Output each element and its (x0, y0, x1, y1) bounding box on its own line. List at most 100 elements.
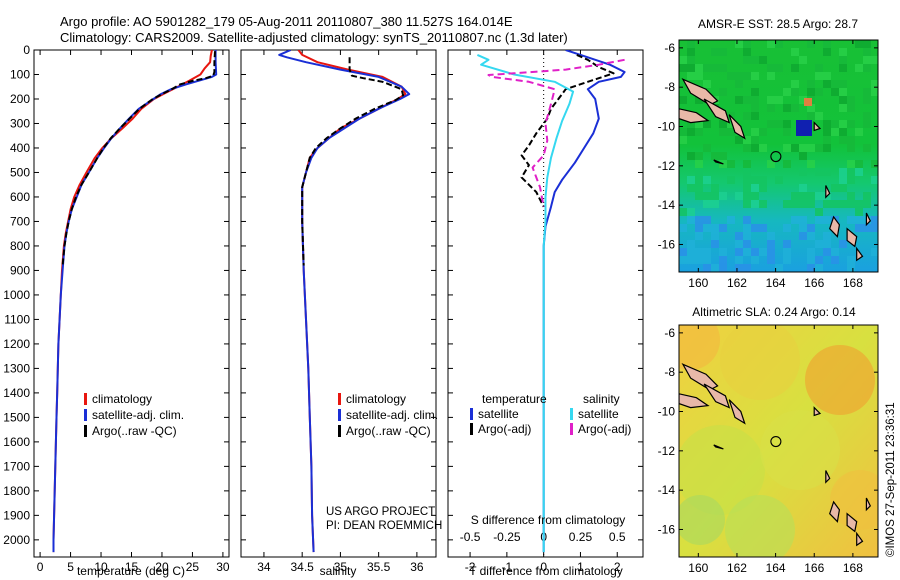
sst-cell (687, 40, 695, 48)
legend-swatch (470, 423, 473, 435)
sla-map-title: Altimetric SLA: 0.24 Argo: 0.14 (692, 305, 856, 319)
sst-cell (703, 80, 711, 88)
depth-tick-label: 0 (23, 43, 30, 57)
depth-tick-label: 1000 (3, 288, 30, 302)
x-tick-label: 15 (125, 560, 139, 574)
island-shape (713, 159, 724, 165)
lat-tick-label: -6 (664, 41, 675, 55)
sst-cell (727, 176, 735, 184)
sst-cell (703, 264, 711, 272)
sst-islands (679, 78, 872, 262)
sst-cell (831, 128, 839, 136)
sst-cell (855, 40, 863, 48)
sst-cell (703, 64, 711, 72)
sst-cell (735, 136, 743, 144)
sst-cell (687, 248, 695, 256)
depth-tick-label: 1200 (3, 337, 30, 351)
legend-swatch (570, 408, 573, 420)
sst-cell (767, 248, 775, 256)
sst-cell (807, 200, 815, 208)
sst-cell (743, 240, 751, 248)
sst-cell (727, 160, 735, 168)
sst-lon-ticks: 160 162 164 166 168 (688, 40, 863, 290)
sst-cell (839, 104, 847, 112)
sst-cell (791, 48, 799, 56)
sst-cell (695, 152, 703, 160)
sst-cell (735, 264, 743, 272)
temperature-series-group (52, 50, 218, 553)
sst-cell (783, 128, 791, 136)
sst-cell (823, 216, 831, 224)
lat-tick-label: -10 (658, 120, 676, 134)
title-line-2: Climatology: CARS2009. Satellite-adjuste… (60, 30, 568, 45)
sst-cell (799, 200, 807, 208)
island-shape (829, 215, 841, 238)
sst-cell (863, 40, 871, 48)
island-shape (728, 114, 746, 140)
sst-cell (719, 88, 727, 96)
depth-tick-label: 1700 (3, 459, 30, 473)
sst-cell (823, 48, 831, 56)
sst-cell (807, 224, 815, 232)
sst-cell (703, 216, 711, 224)
sst-cell (687, 152, 695, 160)
sst-cell (839, 136, 847, 144)
legend-label: temperature (482, 392, 547, 406)
x-tick-label: 35 (334, 560, 348, 574)
sst-cell (831, 184, 839, 192)
sst-cell (735, 240, 743, 248)
sst-cell (799, 184, 807, 192)
sst-cell (847, 96, 855, 104)
x-tick-label: 1 (577, 560, 584, 574)
sst-cell (719, 120, 727, 128)
sst-cell (839, 120, 847, 128)
sst-cell (799, 56, 807, 64)
sst-cell (791, 192, 799, 200)
island-shape (713, 444, 724, 450)
depth-tick-label: 800 (10, 239, 30, 253)
sst-cell (743, 176, 751, 184)
sla-map-field (679, 325, 878, 557)
sst-cell (743, 192, 751, 200)
sst-field-cells (679, 40, 878, 272)
sst-cell (823, 72, 831, 80)
sst-cell (847, 256, 855, 264)
lon-tick-label: 168 (843, 561, 863, 575)
island-shape (829, 500, 841, 523)
sst-cell (751, 200, 759, 208)
sla-islands (679, 363, 872, 547)
sst-cell (767, 240, 775, 248)
sst-cell (807, 160, 815, 168)
sst-cell (767, 160, 775, 168)
sst-cell (783, 160, 791, 168)
sst-cell (783, 256, 791, 264)
sst-cell (751, 136, 759, 144)
sla-argo-marker (770, 435, 782, 448)
island-shape (856, 246, 864, 262)
sst-cell (839, 56, 847, 64)
sst-cell (687, 208, 695, 216)
salinity-legend: climatology satellite-adj. clim. Argo(..ra… (338, 392, 438, 438)
sst-cell (855, 64, 863, 72)
sst-cell (759, 144, 767, 152)
sst-cell (743, 112, 751, 120)
sst-cell (743, 48, 751, 56)
pi-credit: PI: DEAN ROEMMICH (326, 520, 442, 532)
sst-cell (799, 224, 807, 232)
sla-blob (720, 325, 800, 400)
island-shape (679, 108, 710, 124)
sst-cell (847, 200, 855, 208)
depth-tick-label: 1900 (3, 508, 30, 522)
depth-tick-label: 1800 (3, 484, 30, 498)
sst-cell (743, 200, 751, 208)
sla-blob (725, 495, 795, 557)
lat-tick-label: -8 (664, 365, 675, 379)
island-shape (703, 383, 731, 409)
sst-cell (839, 128, 847, 136)
sst-cell (831, 248, 839, 256)
sst-cell (863, 120, 871, 128)
island-shape (825, 470, 831, 484)
sst-cell (855, 160, 863, 168)
sst-cell (799, 96, 807, 104)
